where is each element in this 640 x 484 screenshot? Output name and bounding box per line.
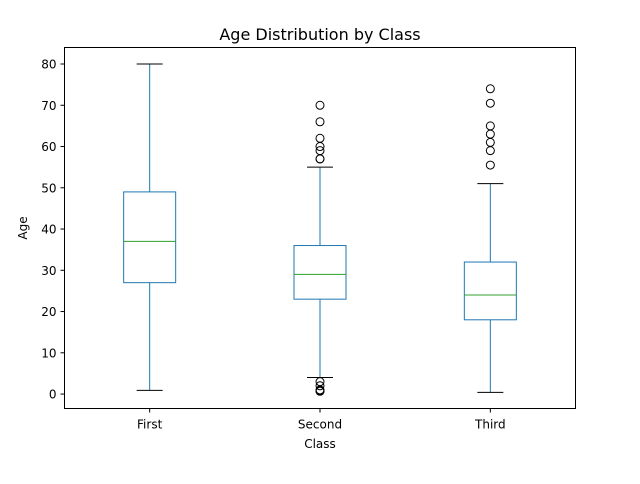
plot-area: 0 10 20 30 40 50 60 70 80 First Second Third: [41, 58, 517, 432]
y-tick-label: 30: [41, 264, 56, 278]
y-axis-label: Age: [16, 216, 30, 239]
outlier-point: [315, 133, 325, 143]
outlier-point: [485, 121, 495, 131]
axes-frame: [64, 47, 576, 409]
box-second: [293, 245, 347, 300]
outlier-point: [485, 129, 495, 139]
outlier-point: [315, 146, 325, 156]
outlier-point: [485, 146, 495, 156]
outlier-point: [485, 137, 495, 147]
y-tick-label: 10: [41, 346, 56, 360]
outlier-point: [315, 381, 325, 391]
x-tick-label: Second: [298, 418, 342, 432]
outlier-point: [315, 154, 325, 164]
x-axis-label: Class: [304, 437, 336, 451]
chart-title: Age Distribution by Class: [219, 25, 420, 44]
box-third: [463, 261, 517, 321]
outlier-point: [315, 377, 325, 387]
x-tick-label: Third: [474, 418, 506, 432]
outlier-point: [485, 160, 495, 170]
y-tick-label: 60: [41, 140, 56, 154]
y-tick-label: 70: [41, 99, 56, 113]
y-tick-label: 50: [41, 181, 56, 195]
outlier-point: [485, 84, 495, 94]
y-tick-label: 0: [49, 388, 57, 402]
outlier-point: [485, 98, 495, 108]
outlier-point: [315, 117, 325, 127]
y-tick-label: 20: [41, 305, 56, 319]
y-tick-label: 80: [41, 58, 56, 72]
box-first: [123, 191, 177, 284]
y-tick-label: 40: [41, 223, 56, 237]
x-tick-label: First: [137, 418, 163, 432]
outlier-point: [315, 100, 325, 110]
